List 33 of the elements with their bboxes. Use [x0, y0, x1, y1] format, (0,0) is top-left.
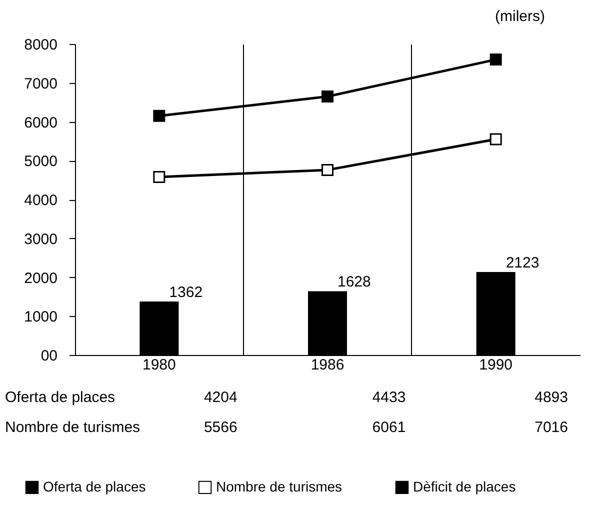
text: (milers): [495, 8, 545, 25]
y-tick-label: 4000: [24, 192, 58, 209]
point: [153, 110, 166, 122]
text: Oferta de places: [5, 389, 116, 406]
y-tick-label: 3000: [24, 230, 58, 248]
y-tick-label: 5000: [24, 153, 58, 170]
legend-label: Oferta de places: [43, 478, 146, 494]
x-tick-label: 1986: [310, 356, 344, 374]
x-tick-label: 1990: [479, 356, 513, 374]
x-tick-label: 1980: [142, 356, 176, 374]
point: [490, 54, 502, 66]
text: 6061: [372, 419, 406, 436]
text: 7016: [534, 419, 568, 436]
y-tick-label: 8000: [24, 36, 58, 54]
data-label: 1628: [338, 274, 371, 291]
text: 4204: [204, 389, 238, 406]
text: Nombre de turismes: [5, 419, 140, 436]
y-tick-label: 00: [40, 348, 58, 364]
legend-label: Nombre de turismes: [216, 478, 342, 494]
text: 5566: [204, 419, 238, 436]
y-tick-label: 6000: [24, 114, 58, 132]
point: [322, 164, 334, 176]
y-tick-label: 7000: [24, 75, 58, 92]
data-label: 1362: [169, 284, 203, 302]
legend-label: Dèficit de places: [413, 478, 516, 494]
point: [490, 133, 502, 146]
y-tick-label: 2000: [24, 270, 58, 287]
point: [322, 90, 334, 102]
text: 4433: [372, 389, 406, 406]
data-label: 2123: [506, 254, 540, 272]
point: [153, 170, 166, 183]
y-tick-label: 1000: [24, 308, 58, 326]
text: 4893: [534, 389, 568, 406]
